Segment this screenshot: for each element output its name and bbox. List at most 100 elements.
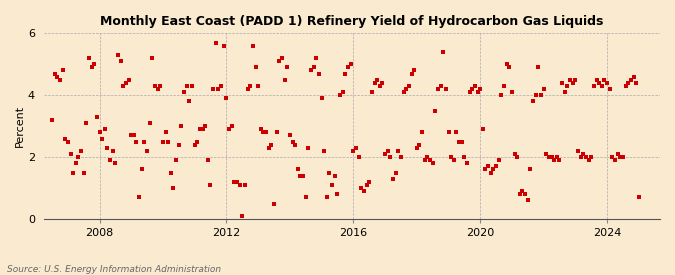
- Point: [520, 192, 531, 196]
- Point: [623, 81, 634, 85]
- Point: [139, 139, 150, 144]
- Point: [205, 183, 216, 187]
- Point: [240, 183, 250, 187]
- Point: [55, 78, 65, 82]
- Point: [316, 96, 327, 100]
- Point: [176, 124, 187, 128]
- Point: [202, 158, 213, 162]
- Point: [253, 84, 264, 88]
- Point: [68, 170, 78, 175]
- Point: [335, 93, 346, 97]
- Point: [565, 78, 576, 82]
- Point: [218, 43, 229, 48]
- Point: [414, 142, 425, 147]
- Point: [390, 170, 401, 175]
- Point: [144, 121, 155, 125]
- Point: [121, 81, 132, 85]
- Point: [348, 149, 358, 153]
- Point: [184, 99, 195, 104]
- Point: [480, 167, 491, 172]
- Point: [350, 145, 361, 150]
- Point: [157, 139, 168, 144]
- Point: [586, 155, 597, 159]
- Point: [440, 87, 451, 91]
- Point: [226, 124, 237, 128]
- Point: [560, 90, 570, 94]
- Point: [129, 133, 140, 138]
- Point: [62, 139, 73, 144]
- Point: [387, 177, 398, 181]
- Point: [223, 127, 234, 131]
- Point: [464, 90, 475, 94]
- Point: [356, 186, 367, 190]
- Point: [263, 145, 274, 150]
- Point: [186, 84, 197, 88]
- Point: [134, 195, 144, 200]
- Point: [604, 87, 615, 91]
- Point: [266, 142, 277, 147]
- Point: [488, 167, 499, 172]
- Point: [295, 174, 306, 178]
- Point: [599, 78, 610, 82]
- Point: [615, 155, 626, 159]
- Point: [107, 149, 118, 153]
- Point: [430, 108, 441, 113]
- Point: [338, 90, 348, 94]
- Point: [525, 167, 536, 172]
- Point: [321, 195, 332, 200]
- Point: [467, 87, 478, 91]
- Point: [208, 87, 219, 91]
- Point: [52, 75, 63, 79]
- Point: [472, 90, 483, 94]
- Point: [234, 183, 245, 187]
- Point: [589, 84, 599, 88]
- Point: [237, 214, 248, 218]
- Point: [78, 170, 89, 175]
- Point: [242, 87, 253, 91]
- Point: [277, 56, 288, 60]
- Point: [102, 145, 113, 150]
- Point: [408, 68, 419, 73]
- Point: [136, 167, 147, 172]
- Point: [298, 174, 308, 178]
- Point: [578, 152, 589, 156]
- Point: [329, 174, 340, 178]
- Point: [491, 164, 502, 169]
- Point: [250, 65, 261, 70]
- Point: [406, 71, 417, 76]
- Point: [232, 180, 242, 184]
- Point: [332, 192, 343, 196]
- Point: [358, 189, 369, 193]
- Point: [211, 40, 221, 45]
- Point: [543, 155, 554, 159]
- Point: [89, 62, 100, 67]
- Point: [454, 139, 464, 144]
- Point: [572, 149, 583, 153]
- Point: [345, 62, 356, 67]
- Point: [419, 158, 430, 162]
- Point: [496, 93, 507, 97]
- Point: [383, 149, 394, 153]
- Point: [163, 139, 173, 144]
- Point: [470, 84, 481, 88]
- Point: [562, 84, 573, 88]
- Point: [221, 96, 232, 100]
- Point: [493, 158, 504, 162]
- Point: [435, 84, 446, 88]
- Point: [628, 75, 639, 79]
- Point: [483, 164, 493, 169]
- Point: [311, 56, 322, 60]
- Point: [118, 84, 129, 88]
- Point: [65, 152, 76, 156]
- Point: [385, 155, 396, 159]
- Point: [97, 136, 107, 141]
- Point: [160, 130, 171, 134]
- Point: [269, 201, 279, 206]
- Point: [404, 84, 414, 88]
- Point: [393, 149, 404, 153]
- Point: [192, 139, 202, 144]
- Point: [380, 152, 391, 156]
- Point: [401, 87, 412, 91]
- Point: [256, 127, 267, 131]
- Point: [427, 161, 438, 166]
